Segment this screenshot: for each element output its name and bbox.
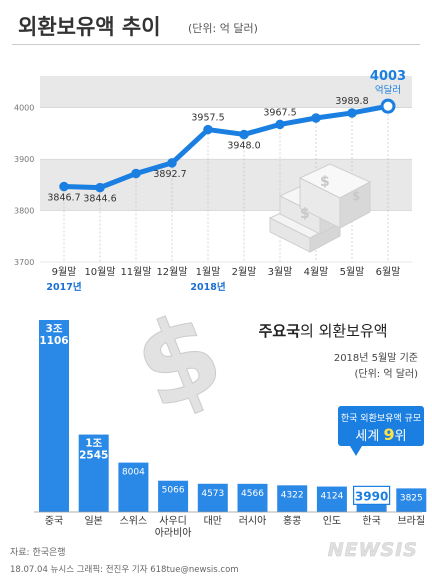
y-tick-label: 4000	[14, 104, 34, 113]
bar-value-label: 4322	[281, 490, 304, 500]
line-value-label: 3967.5	[263, 107, 296, 118]
newsis-logo: NEWSIS	[328, 539, 418, 561]
bar-value-label: 8004	[122, 468, 145, 478]
bar	[316, 486, 347, 512]
bar	[396, 488, 427, 512]
chart-unit: (단위: 억 달러)	[188, 22, 258, 35]
line-value-label: 3844.6	[83, 194, 116, 205]
bar-chart-unit: (단위: 억 달러)	[354, 367, 418, 380]
line-value-label: 3948.0	[227, 140, 260, 151]
bar-value-label: 4124	[320, 492, 343, 502]
bar	[277, 485, 308, 512]
line-point	[167, 158, 177, 168]
dollar-glyph-icon-2: $	[300, 206, 310, 222]
callout-line1: 한국 외환보유액 규모	[341, 412, 421, 424]
callout-rank: 9	[383, 425, 394, 444]
bar-chart-title-rest: 의 외환보유액	[300, 322, 388, 340]
bar-value-label: 4566	[241, 489, 264, 499]
bar-value-label: 3990	[355, 489, 388, 503]
line-point	[59, 181, 69, 192]
x-tick-label: 6월말	[376, 266, 401, 278]
bar	[39, 320, 69, 512]
bar-category-label: 스위스	[120, 514, 148, 527]
line-value-label: 3989.8	[335, 96, 368, 107]
big-dollar-icon: $	[118, 286, 239, 436]
bar-value-label: 5066	[162, 486, 185, 496]
line-chart-axis: 3700 3800 3900 4000 9월말 10월말 11월말 12월말 1월말 2월말 3월말…	[14, 104, 412, 293]
bar	[237, 483, 268, 512]
year-label: 2017년	[46, 281, 81, 293]
line-point	[95, 182, 105, 193]
x-tick-label: 2월말	[232, 266, 257, 278]
callout-prefix: 세계	[355, 429, 383, 444]
line-value-label: 3892.7	[153, 169, 186, 180]
year-label: 2018년	[190, 281, 225, 293]
line-point	[380, 98, 396, 114]
x-tick-label: 4월말	[304, 266, 329, 278]
dollar-glyph-icon-3: $	[352, 189, 360, 203]
y-tick-label: 3900	[14, 155, 34, 164]
bar-category-label: 아라비아	[155, 527, 192, 539]
line-chart-labels: 3846.7 3844.6 3892.7 3957.5 3948.0 3967.5 3989…	[47, 69, 406, 204]
money-stack-illustration: $ $ $	[268, 163, 372, 253]
y-tick-label: 3700	[14, 258, 34, 267]
callout-line2: 세계 9위	[355, 425, 406, 444]
bar-category-label: 중국	[45, 515, 63, 527]
last-value-label: 4003	[370, 69, 406, 84]
y-band	[40, 76, 412, 108]
bar	[118, 462, 149, 512]
line-point	[203, 124, 213, 135]
line-value-label: 3846.7	[47, 193, 80, 204]
last-value-unit: 억달러	[375, 84, 401, 96]
highlight-box	[353, 485, 391, 505]
credit-note: 18.07.04 뉴시스 그래픽: 전진우 기자 618tue@newsis.c…	[10, 564, 239, 575]
bar	[78, 434, 109, 512]
bar-chart-series	[34, 320, 427, 513]
bar-value-label: 2545	[79, 450, 108, 462]
dollar-glyph-icon: $	[320, 174, 330, 190]
x-tick-label: 11월말	[120, 266, 151, 278]
bar-chart-date-note: 2018년 5월말 기준	[334, 352, 418, 364]
chart-title: 외환보유액 추이	[18, 15, 161, 39]
callout-suffix: 위	[395, 429, 407, 444]
bar-category-label: 대만	[204, 515, 222, 527]
bar	[197, 483, 228, 512]
header-underline	[12, 44, 420, 45]
rank-callout: 한국 외환보유액 규모 세계 9위	[338, 406, 424, 456]
bar-category-label: 인도	[323, 515, 341, 527]
line-series-path	[61, 103, 391, 191]
y-tick-label: 3800	[14, 207, 34, 216]
bar-category-label: 일본	[84, 515, 102, 527]
line-point	[311, 113, 321, 123]
bar-category-label: 사우디	[159, 515, 187, 527]
bar-category-label: 브라질	[397, 515, 425, 527]
x-tick-label: 12월말	[156, 266, 187, 278]
bar-category-label: 홍콩	[283, 514, 301, 527]
bar-value-label: 1106	[39, 335, 68, 347]
bar-chart-title-bold: 주요국	[259, 322, 301, 340]
bar-value-label: 4573	[201, 489, 224, 499]
x-tick-label: 9월말	[52, 266, 77, 278]
line-point	[275, 119, 285, 130]
bar	[158, 480, 189, 512]
x-tick-label: 1월말	[196, 266, 221, 278]
line-chart-series	[59, 98, 396, 193]
bar-value-label: 1조	[85, 438, 102, 450]
bar-value-label: 3825	[400, 493, 423, 503]
bar-category-label: 한국	[362, 515, 380, 527]
x-tick-label: 5월말	[340, 266, 365, 278]
line-point	[131, 168, 141, 179]
line-value-label: 3957.5	[191, 113, 224, 124]
x-tick-label: 10월말	[84, 266, 115, 278]
dollar-sign-illustration: $	[118, 286, 240, 437]
line-point	[347, 108, 357, 118]
line-point	[239, 129, 249, 140]
x-tick-label: 3월말	[268, 266, 293, 278]
bar-value-label: 3조	[46, 323, 63, 335]
bar-category-label: 러시아	[239, 515, 267, 527]
source-note: 자료: 한국은행	[10, 546, 66, 558]
